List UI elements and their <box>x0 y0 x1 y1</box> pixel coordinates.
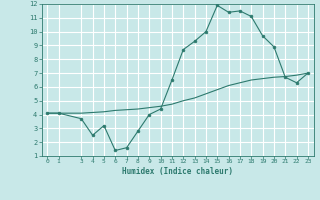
X-axis label: Humidex (Indice chaleur): Humidex (Indice chaleur) <box>122 167 233 176</box>
